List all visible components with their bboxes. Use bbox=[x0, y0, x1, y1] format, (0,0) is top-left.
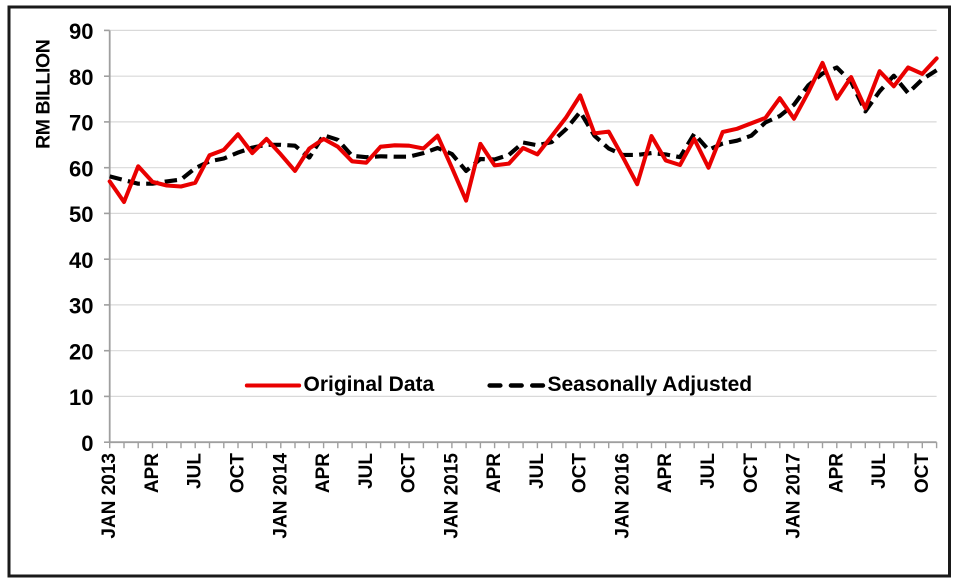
svg-text:OCT: OCT bbox=[399, 453, 420, 494]
svg-text:JAN 2013: JAN 2013 bbox=[99, 453, 120, 539]
svg-text:OCT: OCT bbox=[570, 453, 591, 494]
svg-text:JAN 2015: JAN 2015 bbox=[441, 453, 462, 539]
svg-text:APR: APR bbox=[826, 453, 847, 493]
svg-text:OCT: OCT bbox=[741, 453, 762, 494]
svg-text:20: 20 bbox=[69, 339, 93, 364]
svg-text:JUL: JUL bbox=[698, 453, 719, 489]
svg-text:70: 70 bbox=[69, 111, 93, 136]
svg-text:JAN 2016: JAN 2016 bbox=[612, 453, 633, 539]
svg-text:APR: APR bbox=[313, 453, 334, 493]
svg-text:60: 60 bbox=[69, 156, 93, 181]
svg-text:80: 80 bbox=[69, 65, 93, 90]
svg-text:APR: APR bbox=[142, 453, 163, 493]
svg-text:RM BILLION: RM BILLION bbox=[33, 40, 55, 149]
svg-text:30: 30 bbox=[69, 294, 93, 319]
svg-text:JUL: JUL bbox=[356, 453, 377, 489]
svg-text:OCT: OCT bbox=[228, 453, 249, 494]
svg-text:Original Data: Original Data bbox=[304, 373, 435, 396]
svg-text:JUL: JUL bbox=[185, 453, 206, 489]
svg-text:JAN 2017: JAN 2017 bbox=[784, 453, 805, 539]
svg-text:50: 50 bbox=[69, 202, 93, 227]
svg-text:40: 40 bbox=[69, 248, 93, 273]
svg-text:0: 0 bbox=[81, 431, 93, 456]
svg-text:Seasonally Adjusted: Seasonally Adjusted bbox=[548, 373, 753, 396]
svg-text:OCT: OCT bbox=[912, 453, 933, 494]
svg-text:APR: APR bbox=[655, 453, 676, 493]
svg-text:JAN 2014: JAN 2014 bbox=[270, 453, 291, 539]
svg-text:10: 10 bbox=[69, 385, 93, 410]
svg-text:JUL: JUL bbox=[527, 453, 548, 489]
svg-text:JUL: JUL bbox=[869, 453, 890, 489]
svg-text:APR: APR bbox=[484, 453, 505, 493]
svg-text:90: 90 bbox=[69, 19, 93, 44]
